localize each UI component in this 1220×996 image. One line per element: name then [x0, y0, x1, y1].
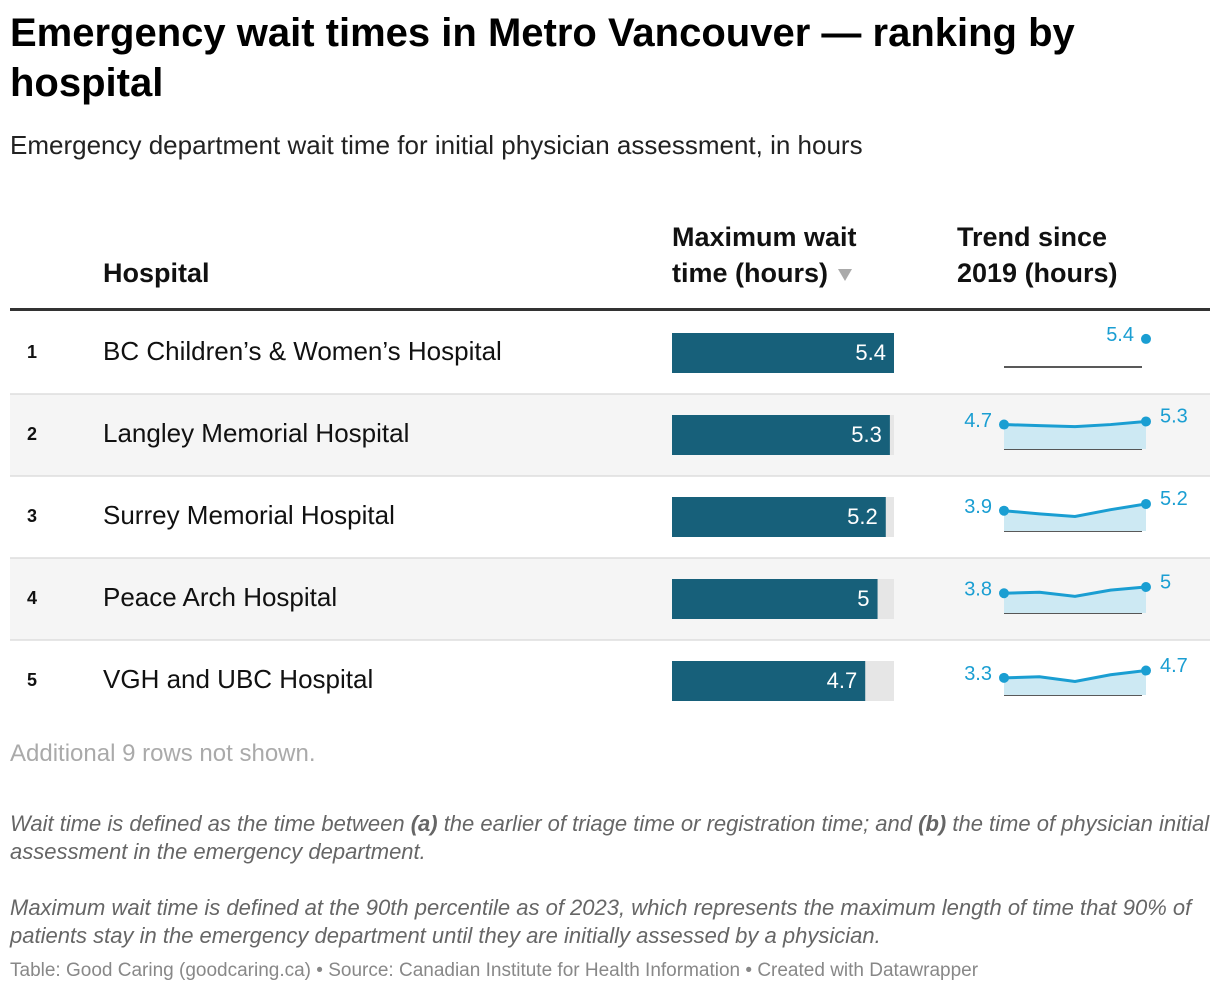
sparkline-label: 3.3 [964, 663, 992, 685]
more-rows: Additional 9 rows not shown. [10, 740, 316, 767]
hospital: Surrey Memorial Hospital [103, 500, 395, 530]
sparkline-label: 4.7 [1160, 655, 1188, 677]
sparkline [1003, 502, 1147, 518]
note: Maximum wait time is defined at the 90th… [10, 894, 1210, 950]
bar-label: 5.2 [847, 504, 878, 529]
note-text: Maximum wait time is defined at the 90th… [10, 895, 1192, 948]
sparkline-label: 4.7 [964, 410, 992, 432]
note: Wait time is defined as the time between… [10, 810, 1210, 866]
footer: Table: Good Caring (goodcaring.ca) • Sou… [10, 960, 979, 981]
hospital: VGH and UBC Hospital [103, 664, 373, 694]
bar-label: 5.3 [851, 422, 882, 447]
bar [672, 497, 886, 537]
table: 1 BC Children’s & Women’s Hospital 5.4 5.4 2… [10, 308, 1210, 701]
sparkline-dot [1141, 498, 1151, 509]
sparkline-label: 3.9 [964, 496, 992, 518]
sparkline-dot [1141, 665, 1151, 676]
note-emphasis: (b) [918, 811, 947, 836]
bar [672, 333, 894, 373]
column-header: Trend since 2019 (hours) [957, 222, 1118, 288]
sparkline-dot [999, 505, 1009, 516]
hospital: BC Children’s & Women’s Hospital [103, 336, 502, 366]
rank: 2 [27, 424, 37, 444]
sparkline-label: 3.8 [964, 579, 992, 601]
bar [672, 661, 866, 701]
sparkline-label: 5.4 [1106, 324, 1134, 346]
sparkline-dot [999, 588, 1009, 599]
bar-label: 5 [857, 586, 869, 611]
sparkline [1003, 419, 1147, 429]
sparkline-label: 5 [1160, 571, 1171, 593]
column-header-text: Maximum wait time (hours) [672, 222, 857, 288]
subtitle: Emergency department wait time for initi… [10, 130, 863, 160]
note-text: Wait time is defined as the time between [10, 811, 411, 836]
note-text: the time of physician initial assessment… [10, 811, 1210, 864]
sparkline-dot [1141, 333, 1151, 344]
sparkline-dot [999, 672, 1009, 683]
bar [672, 415, 890, 455]
note-emphasis: (a) [410, 811, 438, 836]
bar-label: 4.7 [827, 668, 858, 693]
sparkline-dot [1141, 416, 1151, 427]
sparkline-area [1004, 421, 1146, 449]
column-header: Hospital [103, 258, 210, 288]
column-header: Maximum wait time (hours) [672, 219, 887, 291]
rank: 1 [27, 342, 37, 362]
hospital: Langley Memorial Hospital [103, 418, 409, 448]
bar [672, 579, 878, 619]
sparkline [1003, 585, 1147, 598]
sparkline-label: 5.2 [1160, 488, 1188, 510]
sparkline-dot [1141, 582, 1151, 592]
rank: 5 [27, 670, 37, 690]
rank: 3 [27, 506, 37, 526]
title: Emergency wait times in Metro Vancouver … [10, 11, 1075, 105]
sort-icon [837, 269, 852, 281]
sparkline-label: 5.3 [1160, 406, 1188, 428]
bar-label: 5.4 [855, 340, 886, 365]
hospital: Peace Arch Hospital [103, 582, 337, 612]
sparkline-dot [999, 419, 1009, 430]
rank: 4 [27, 588, 37, 608]
sparkline [1003, 669, 1147, 683]
header-rule [10, 308, 1210, 311]
note-text: the earlier of triage time or registrati… [437, 811, 919, 836]
